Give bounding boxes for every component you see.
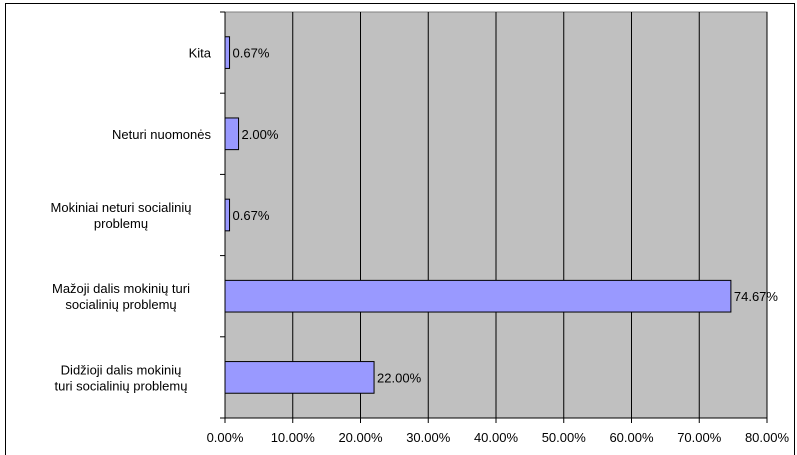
bar (224, 361, 375, 394)
x-tick-label: 60.00% (609, 430, 654, 445)
data-labels: 0.67% 2.00% 0.67% 74.67% 22.00% (233, 46, 779, 386)
category-label: Neturi nuomonės (112, 127, 211, 142)
category-label: Mokiniai neturi socialinių problemų (51, 200, 192, 231)
category-label: Mažoji dalis mokinių turi socialinių prob… (52, 281, 190, 312)
x-tick-label: 40.00% (474, 430, 519, 445)
category-label: Didžioji dalis mokinių turi socialinių pr… (55, 362, 188, 393)
data-label: 22.00% (377, 370, 422, 385)
x-tick-label: 80.00% (745, 430, 790, 445)
axes (220, 11, 768, 423)
data-label: 0.67% (233, 208, 270, 223)
category-label: Kita (189, 46, 212, 61)
category-labels: Kita Neturi nuomonės Mokiniai neturi socia… (51, 46, 212, 394)
x-tick-label: 20.00% (338, 430, 383, 445)
bar (224, 279, 732, 313)
x-tick-label: 70.00% (677, 430, 722, 445)
bar (224, 117, 240, 151)
data-label: 74.67% (734, 289, 779, 304)
x-tick-label: 0.00% (207, 430, 244, 445)
data-label: 0.67% (233, 46, 270, 61)
chart-frame (5, 3, 795, 455)
x-tick-label: 30.00% (406, 430, 451, 445)
data-label: 2.00% (242, 127, 279, 142)
x-tick-label: 10.00% (271, 430, 316, 445)
gridlines (292, 12, 768, 418)
x-tick-labels: 0.00% 10.00% 20.00% 30.00% 40.00% 50.00% 60.00… (207, 430, 790, 445)
x-tick-label: 50.00% (542, 430, 587, 445)
bar (224, 36, 231, 69)
bar (224, 198, 231, 232)
